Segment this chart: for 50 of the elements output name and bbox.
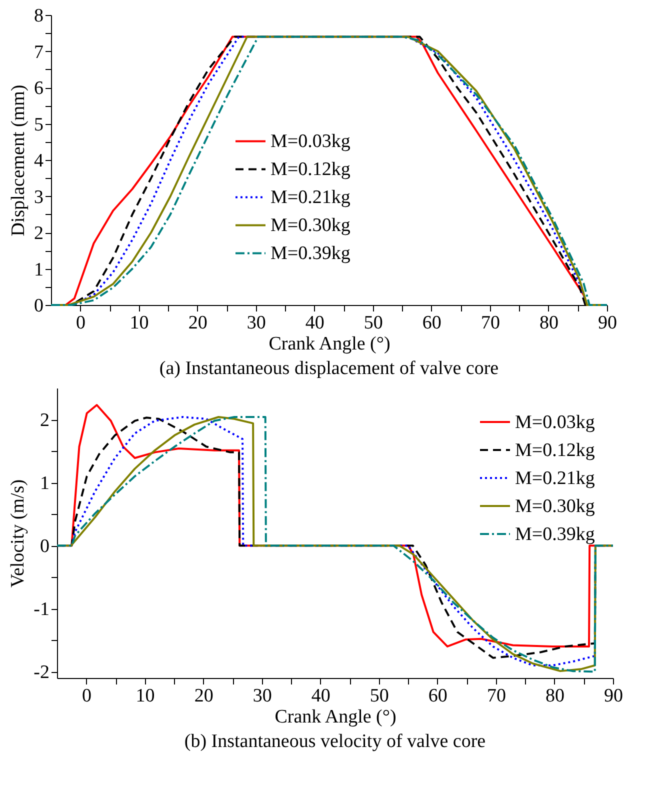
x-tick-label: 20 <box>194 686 214 706</box>
x-tick-label: 60 <box>428 686 448 706</box>
legend-label: M=0.12kg <box>270 159 351 180</box>
y-tick-label: 3 <box>34 186 44 208</box>
x-tick-label: 80 <box>545 686 564 706</box>
legend-label: M=0.21kg <box>515 468 596 489</box>
x-tick-label: 40 <box>311 686 330 706</box>
x-tick-label: 50 <box>370 686 389 706</box>
x-tick-label: 0 <box>82 686 92 706</box>
x-tick-label: 10 <box>130 312 149 334</box>
legend-label: M=0.30kg <box>270 215 351 236</box>
legend-label: M=0.39kg <box>270 243 351 264</box>
y-tick-label: -2 <box>34 662 50 684</box>
x-tick-label: 60 <box>422 312 442 334</box>
text: (b) Instantaneous velocity of valve core <box>184 731 486 752</box>
y-axis-title: Velocity (m/s) <box>8 479 29 588</box>
x-tick-label: 0 <box>76 312 86 334</box>
legend-label: M=0.03kg <box>515 412 596 433</box>
y-tick-label: 1 <box>40 473 50 494</box>
y-tick-label: 5 <box>34 114 44 136</box>
y-tick-label: 0 <box>40 536 50 558</box>
legend-label: M=0.12kg <box>515 440 596 461</box>
x-tick-label: 30 <box>246 312 266 334</box>
y-tick-label: 8 <box>34 6 44 26</box>
x-tick-label: 30 <box>252 686 272 706</box>
x-tick-label: 10 <box>136 686 155 706</box>
y-tick-label: 0 <box>34 296 44 316</box>
y-tick-label: 7 <box>34 42 44 63</box>
y-tick-label: 2 <box>34 223 44 244</box>
x-tick-label: 70 <box>486 686 506 706</box>
legend-label: M=0.30kg <box>515 496 596 517</box>
y-tick-label: 2 <box>40 410 50 432</box>
x-tick-label: 50 <box>364 312 383 334</box>
y-tick-label: 4 <box>34 150 44 172</box>
legend-label: M=0.39kg <box>515 524 596 545</box>
x-tick-label: 40 <box>305 312 324 334</box>
x-axis-title: Crank Angle (°) <box>268 334 390 354</box>
x-axis-title: Crank Angle (°) <box>274 706 396 728</box>
y-tick-label: -1 <box>34 599 50 620</box>
y-tick-label: 1 <box>34 259 44 280</box>
legend-label: M=0.21kg <box>270 187 351 208</box>
legend-label: M=0.03kg <box>270 131 351 152</box>
x-tick-label: 20 <box>188 312 208 334</box>
x-tick-label: 90 <box>598 312 617 334</box>
x-tick-label: 80 <box>539 312 558 334</box>
text: (a) Instantaneous displacement of valve core <box>159 358 499 379</box>
x-tick-label: 90 <box>604 686 623 706</box>
x-tick-label: 70 <box>480 312 500 334</box>
y-axis-title: Displacement (mm) <box>8 84 29 236</box>
y-tick-label: 6 <box>34 78 44 99</box>
